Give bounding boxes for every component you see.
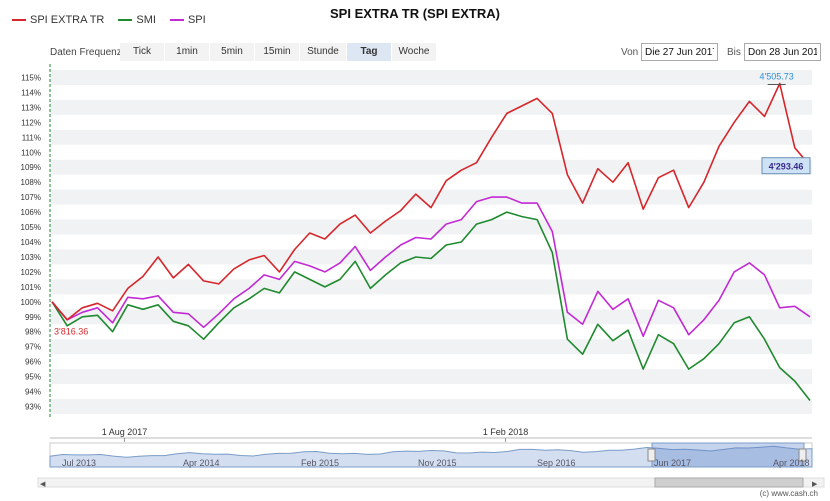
- y-tick-label: 115%: [21, 73, 41, 82]
- frequency-label: Daten Frequenz: [50, 47, 122, 58]
- grid-band: [50, 399, 812, 414]
- y-tick-label: 103%: [21, 253, 41, 262]
- scroll-left-arrow: ◀: [40, 481, 46, 488]
- grid-band: [50, 309, 812, 325]
- navigator-label: Jul 2013: [62, 458, 96, 468]
- grid-band: [50, 70, 812, 85]
- legend-label: SPI EXTRA TR: [30, 14, 105, 26]
- tab-5min[interactable]: 5min: [210, 43, 255, 61]
- navigator-label: Nov 2015: [418, 458, 457, 468]
- tab-woche[interactable]: Woche: [392, 43, 437, 61]
- y-tick-label: 93%: [25, 403, 41, 412]
- navigator-label: Sep 2016: [537, 458, 576, 468]
- credit-text: (c) www.cash.ch: [759, 489, 818, 498]
- series-line-spi: [51, 196, 811, 338]
- grid-band: [50, 99, 812, 115]
- grid-band: [50, 279, 812, 295]
- navigator-handle-left: [647, 448, 656, 462]
- tab-tag[interactable]: Tag: [347, 43, 392, 61]
- y-tick-label: 114%: [21, 88, 41, 97]
- legend-label: SMI: [136, 14, 156, 26]
- scrollbar-track: [37, 477, 825, 488]
- series-line-smi: [51, 211, 811, 401]
- y-tick-label: 113%: [21, 103, 41, 112]
- y-tick-label: 106%: [21, 208, 41, 217]
- last-value-label: 4'293.46: [769, 162, 804, 172]
- grid-band: [50, 189, 812, 205]
- y-tick-label: 109%: [21, 163, 41, 172]
- legend-item[interactable]: SPI: [169, 14, 206, 26]
- to-label: Bis: [727, 47, 741, 58]
- y-tick-label: 95%: [25, 373, 41, 382]
- y-tick-label: 100%: [21, 298, 41, 307]
- y-tick-label: 96%: [25, 358, 41, 367]
- scrollbar-thumb: [654, 477, 804, 488]
- y-tick-label: 110%: [21, 148, 41, 157]
- grid-band: [50, 219, 812, 235]
- from-label: Von: [621, 47, 639, 58]
- navigator-handle-right: [798, 448, 807, 462]
- legend-label: SPI: [187, 14, 206, 26]
- legend-swatch: [118, 19, 133, 21]
- y-tick-label: 101%: [21, 283, 41, 292]
- navigator-label: Feb 2015: [301, 458, 339, 468]
- chart-title: SPI EXTRA TR (SPI EXTRA): [330, 6, 500, 21]
- tab-tick[interactable]: Tick: [120, 43, 165, 61]
- legend-swatch: [12, 19, 26, 21]
- y-tick-label: 98%: [25, 328, 41, 337]
- start-value-label: 3'816.36: [54, 327, 88, 337]
- tab-stunde[interactable]: Stunde: [300, 43, 347, 61]
- y-tick-label: 97%: [25, 343, 41, 352]
- scroll-right-arrow: ▶: [812, 481, 818, 488]
- y-tick-label: 99%: [25, 313, 41, 322]
- x-tick-label: 1 Aug 2017: [102, 427, 148, 437]
- navigator-label: Jun 2017: [654, 458, 691, 468]
- y-tick-label: 104%: [21, 238, 41, 247]
- y-tick-label: 111%: [22, 133, 41, 142]
- y-tick-label: 94%: [25, 388, 41, 397]
- tab-1min[interactable]: 1min: [165, 43, 210, 61]
- x-tick-label: 1 Feb 2018: [483, 427, 529, 437]
- tab-15min[interactable]: 15min: [255, 43, 300, 61]
- legend-item[interactable]: SPI EXTRA TR: [12, 14, 104, 26]
- grid-band: [50, 159, 812, 175]
- y-tick-label: 102%: [21, 268, 41, 277]
- legend: SPI EXTRA TR SMI SPI: [12, 14, 206, 26]
- series-line-spi-extra-tr: [51, 82, 811, 321]
- navigator-label: Apr 2014: [183, 458, 220, 468]
- y-tick-label: 105%: [21, 223, 41, 232]
- y-tick-label: 112%: [21, 118, 41, 127]
- legend-swatch: [169, 19, 184, 21]
- last-value-box: [761, 157, 811, 175]
- y-tick-label: 107%: [21, 193, 41, 202]
- legend-item[interactable]: SMI: [118, 14, 156, 26]
- navigator-label: Apr 2018: [773, 458, 810, 468]
- grid-band: [50, 339, 812, 355]
- grid-band: [50, 249, 812, 265]
- grid-band: [50, 129, 812, 145]
- max-value-label: 4'505.73: [760, 71, 794, 81]
- frequency-tabs: Tick 1min 5min 15min Stunde Tag Woche: [120, 43, 437, 61]
- to-date-input[interactable]: [744, 43, 821, 61]
- navigator-area: [49, 445, 813, 468]
- from-date-input[interactable]: [641, 43, 718, 61]
- y-tick-label: 108%: [21, 178, 41, 187]
- grid-band: [50, 369, 812, 385]
